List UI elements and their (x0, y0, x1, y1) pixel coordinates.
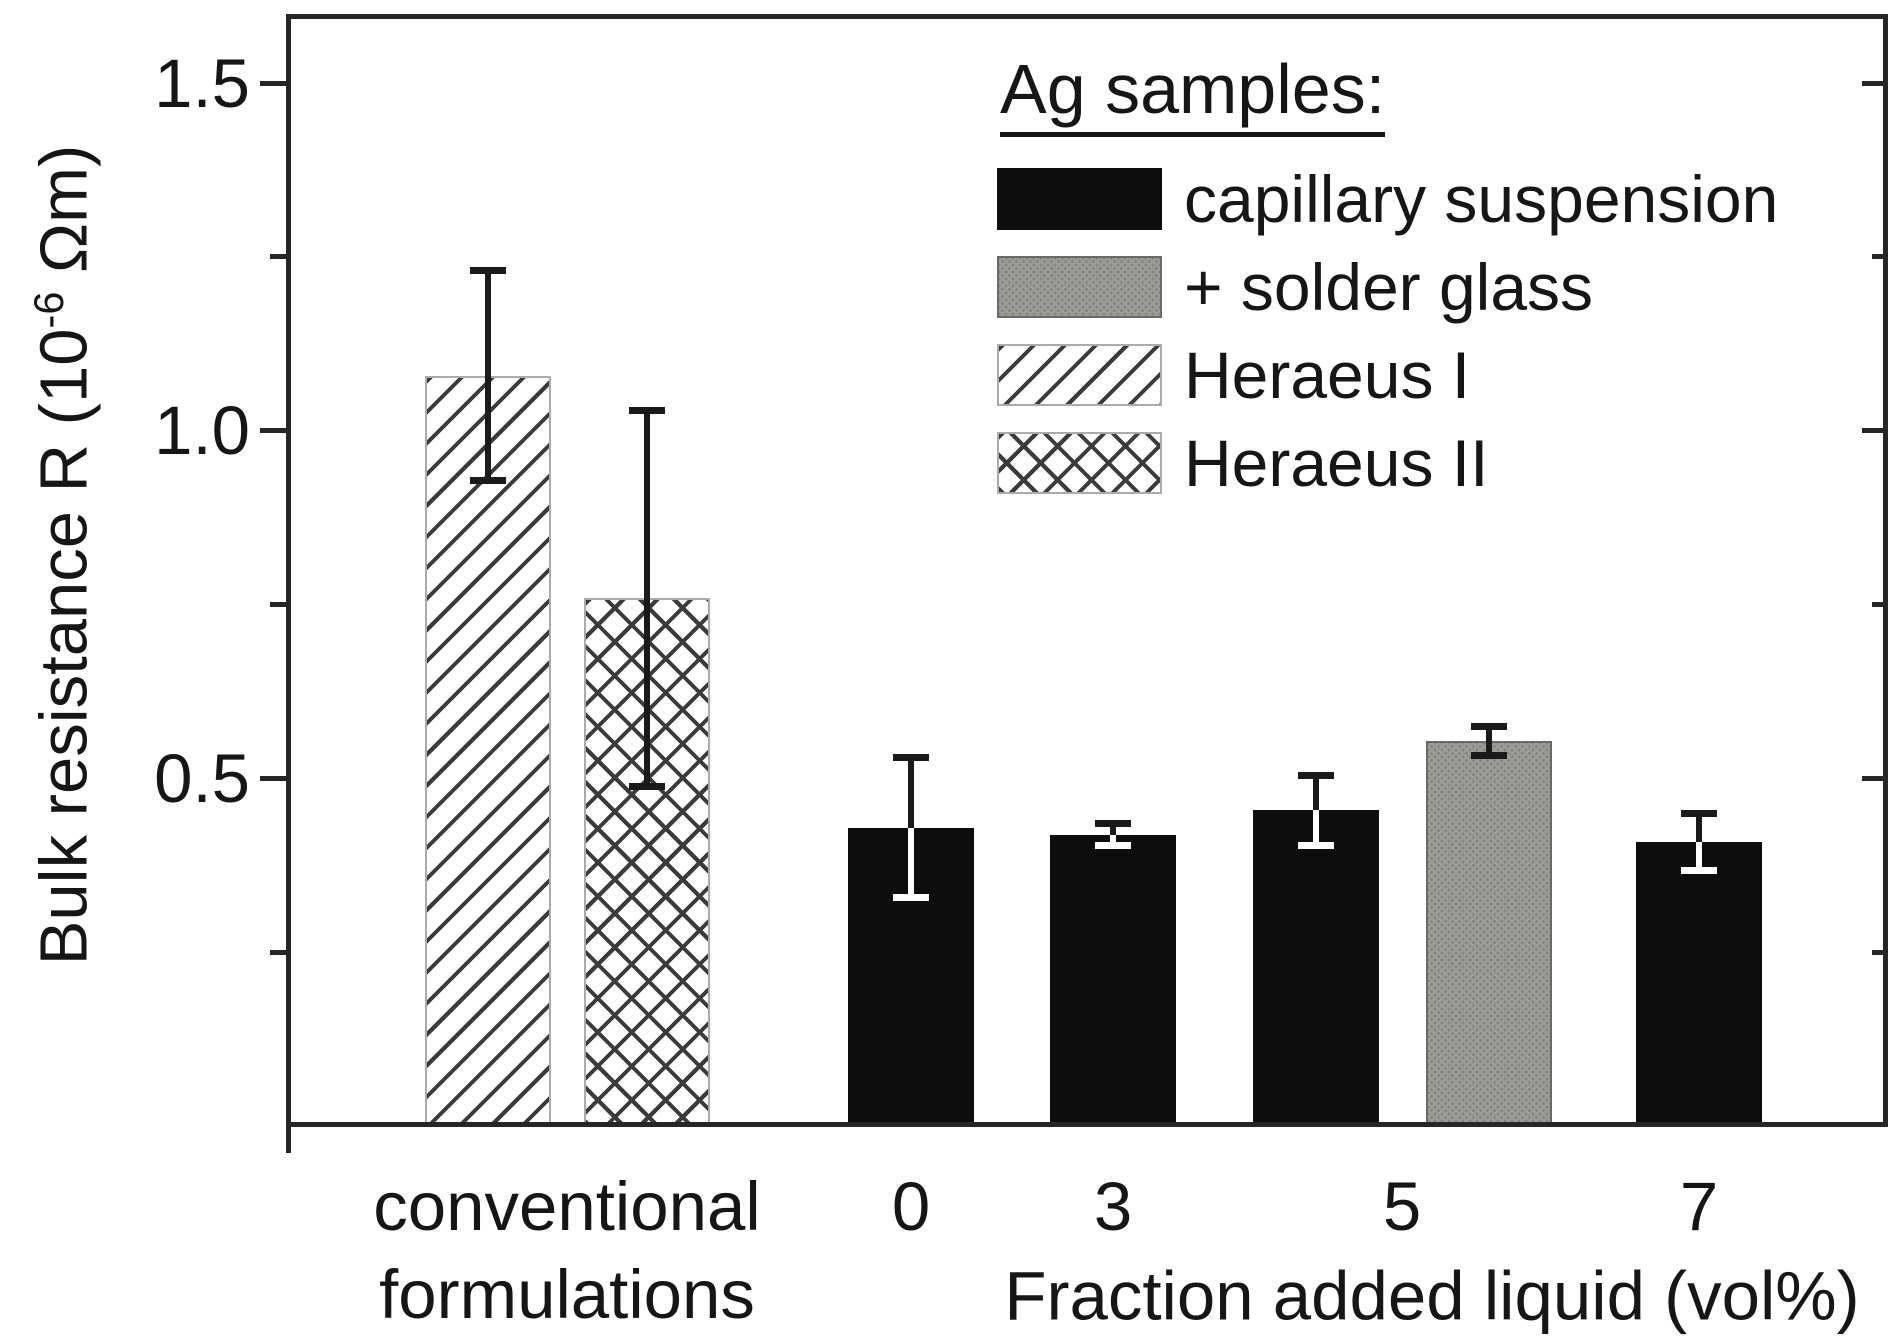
y-axis-major-tick-left (260, 428, 286, 434)
y-axis-tick-label: 1.5 (154, 44, 250, 122)
legend-swatch-diagonal-hatch (997, 344, 1162, 406)
y-axis-major-tick-left (260, 80, 286, 86)
legend-item-solder-glass: + solder glass (997, 243, 1778, 331)
legend-rows: capillary suspension + solder glass Hera… (997, 155, 1778, 507)
error-bar-cap-bottom (893, 894, 929, 902)
error-bar-cap-bottom (629, 783, 665, 791)
error-bar-lower (1313, 810, 1319, 846)
y-axis-major-tick-right (1862, 80, 1888, 86)
error-bar-cap-top (893, 754, 929, 762)
legend-item-heraeus-2: Heraeus II (997, 419, 1778, 507)
error-bar-cap-bottom (1298, 842, 1334, 850)
y-axis-minor-tick-right (1872, 950, 1888, 956)
y-axis-minor-tick-right (1872, 254, 1888, 260)
y-axis-minor-tick-left (270, 602, 286, 608)
error-bar-cap-top (1298, 771, 1334, 779)
error-bar-upper (908, 758, 914, 828)
x-axis-tick-label-line: 5 (1382, 1168, 1422, 1245)
legend-label: Heraeus I (1184, 338, 1471, 412)
bar-gray (1426, 740, 1552, 1127)
y-axis-major-tick-left (260, 776, 286, 782)
error-bar-lower (908, 827, 914, 898)
legend-label: capillary suspension (1184, 162, 1779, 236)
error-bar-upper (1313, 775, 1319, 811)
x-axis-tick-label-line: conventional (373, 1168, 761, 1245)
bar-black (1636, 841, 1762, 1127)
y-axis-minor-tick-right (1872, 602, 1888, 608)
x-axis-title: Fraction added liquid (vol%) (1004, 1257, 1860, 1335)
x-axis-tick-label-line: 0 (891, 1168, 931, 1245)
bar-black (1050, 834, 1176, 1127)
error-bar-upper (644, 410, 650, 599)
legend-title: Ag samples: (1000, 50, 1386, 137)
x-axis-tick-label-line: 7 (1679, 1168, 1719, 1245)
error-bar-lower (644, 598, 650, 787)
y-axis-tail (286, 1127, 291, 1153)
error-bar-cap-bottom (1471, 751, 1507, 759)
error-bar-upper (485, 271, 491, 376)
y-axis-major-tick-right (1862, 776, 1888, 782)
legend-swatch-black (997, 168, 1162, 230)
error-bar-cap-top (1471, 723, 1507, 731)
legend-swatch-gray (997, 256, 1162, 318)
error-bar-upper (1486, 727, 1492, 741)
y-axis-major-tick-right (1862, 428, 1888, 434)
legend-label: Heraeus II (1184, 426, 1489, 500)
x-axis-tick-label: conventional formulations (267, 1163, 867, 1339)
legend-label: + solder glass (1184, 250, 1594, 324)
bar-black (1253, 810, 1379, 1127)
error-bar-lower (1486, 740, 1492, 755)
y-axis-minor-tick-left (270, 950, 286, 956)
error-bar-lower (1110, 834, 1116, 846)
bar-diag (425, 375, 551, 1127)
error-bar-upper (1696, 813, 1702, 842)
x-axis-tick-label: 5 (1102, 1163, 1702, 1251)
error-bar-cap-bottom (1681, 866, 1717, 874)
x-axis-tick-label: 7 (1399, 1163, 1897, 1251)
x-axis-tick-label-line: 3 (1093, 1168, 1133, 1245)
x-axis-tick-label: 3 (813, 1163, 1413, 1251)
error-bar-cap-top (1095, 820, 1131, 828)
y-axis-tick-label: 0.5 (154, 740, 250, 818)
x-axis-tick-label-line: formulations (379, 1256, 755, 1333)
legend-swatch-cross-hatch (997, 432, 1162, 494)
y-axis-minor-tick-left (270, 254, 286, 260)
error-bar-cap-top (470, 267, 506, 275)
error-bar-lower (485, 375, 491, 481)
error-bar-lower (1696, 841, 1702, 870)
error-bar-cap-top (1681, 809, 1717, 817)
legend-item-heraeus-1: Heraeus I (997, 331, 1778, 419)
error-bar-upper (1110, 824, 1116, 835)
error-bar-cap-bottom (470, 477, 506, 485)
error-bar-cap-top (629, 406, 665, 414)
x-axis-tick-label: 0 (611, 1163, 1211, 1251)
legend: Ag samples: capillary suspension + solde… (997, 50, 1778, 500)
y-axis-tick-label: 1.0 (154, 392, 250, 470)
legend-item-capillary-suspension: capillary suspension (997, 155, 1778, 243)
error-bar-cap-bottom (1095, 842, 1131, 850)
